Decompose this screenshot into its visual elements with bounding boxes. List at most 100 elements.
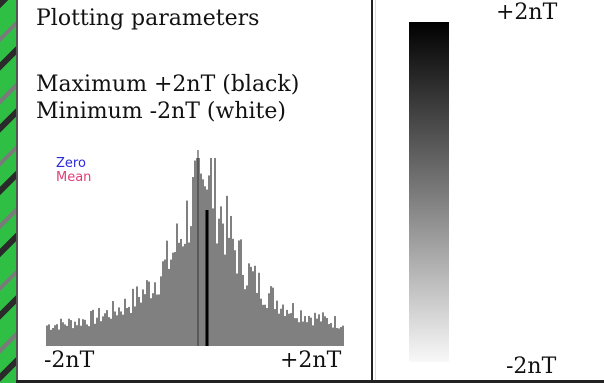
- histogram-bar: [170, 259, 172, 346]
- histogram-bar: [148, 281, 150, 346]
- histogram-bar: [280, 308, 282, 346]
- color-scale-panel: +2nT -2nT: [375, 0, 604, 383]
- histogram-bar: [138, 296, 140, 346]
- histogram-bar: [146, 280, 148, 346]
- histogram-bar: [84, 319, 86, 346]
- histogram-bar: [94, 323, 96, 346]
- histogram-bar: [214, 158, 216, 346]
- histogram-bar: [88, 326, 90, 346]
- histogram-bar: [116, 315, 118, 346]
- histogram-bar: [48, 324, 50, 346]
- histogram-bar: [212, 208, 214, 346]
- histogram-bar: [104, 313, 106, 346]
- histogram-bar: [314, 312, 316, 346]
- histogram-bar: [262, 304, 264, 346]
- histogram: Zero Mean: [46, 150, 344, 348]
- histogram-bar: [276, 300, 278, 346]
- histogram-bar: [130, 312, 132, 346]
- histogram-bar: [164, 259, 166, 346]
- histogram-bar: [266, 308, 268, 346]
- histogram-bar: [126, 307, 128, 346]
- histogram-bar: [270, 286, 272, 346]
- histogram-bar: [110, 318, 112, 346]
- histogram-bar: [198, 158, 200, 346]
- histogram-bar: [202, 179, 204, 346]
- histogram-bar: [236, 273, 238, 346]
- legend-zero: Zero: [56, 156, 86, 171]
- histogram-bar: [240, 239, 242, 346]
- histogram-bar: [106, 310, 108, 346]
- maximum-setting: Maximum +2nT (black): [36, 72, 300, 97]
- histogram-bar: [72, 328, 74, 346]
- histogram-bar: [306, 322, 308, 346]
- histogram-bar: [328, 324, 330, 346]
- histogram-bar: [278, 313, 280, 346]
- histogram-bar: [222, 223, 224, 346]
- histogram-bar: [122, 314, 124, 346]
- histogram-bar: [98, 307, 100, 346]
- histogram-bar: [234, 250, 236, 346]
- histogram-bar: [54, 325, 56, 346]
- histogram-bar: [252, 271, 254, 346]
- histogram-bar: [218, 218, 220, 346]
- histogram-bar: [184, 243, 186, 346]
- histogram-bar: [168, 268, 170, 346]
- histogram-bar: [120, 311, 122, 346]
- histogram-bar: [66, 325, 68, 346]
- histogram-bar: [330, 323, 332, 346]
- histogram-bar: [200, 173, 202, 346]
- histogram-bar: [242, 274, 244, 346]
- histogram-bar: [256, 292, 258, 346]
- minimum-setting: Minimum -2nT (white): [36, 99, 286, 124]
- histogram-bar: [304, 316, 306, 346]
- histogram-bar: [166, 240, 168, 346]
- histogram-bar: [100, 321, 102, 346]
- histogram-bar: [134, 306, 136, 346]
- histogram-plot: [46, 150, 344, 346]
- histogram-bar: [336, 327, 338, 346]
- histogram-bar: [150, 298, 152, 346]
- histogram-bar: [52, 328, 54, 346]
- histogram-bar: [86, 324, 88, 346]
- histogram-bar: [258, 272, 260, 346]
- histogram-bar: [324, 316, 326, 346]
- histogram-bar: [50, 329, 52, 346]
- histogram-bar: [82, 319, 84, 346]
- histogram-bar: [322, 312, 324, 346]
- histogram-bar: [60, 318, 62, 346]
- histogram-bar: [112, 301, 114, 346]
- histogram-bar: [284, 316, 286, 346]
- histogram-bar: [210, 158, 212, 346]
- histogram-bar: [298, 322, 300, 346]
- histogram-bar: [162, 261, 164, 346]
- histogram-bar: [158, 294, 160, 346]
- histogram-legend: Zero Mean: [56, 157, 91, 185]
- histogram-min-label: -2nT: [44, 348, 95, 373]
- histogram-bar: [290, 313, 292, 346]
- histogram-bar: [244, 289, 246, 346]
- histogram-bar: [178, 242, 180, 346]
- histogram-bar: [292, 303, 294, 346]
- histogram-bar: [96, 317, 98, 346]
- histogram-bar: [194, 160, 196, 346]
- histogram-bar: [152, 293, 154, 346]
- histogram-bar: [78, 318, 80, 346]
- histogram-bar: [132, 288, 134, 346]
- histogram-bar: [154, 282, 156, 346]
- histogram-bar: [286, 309, 288, 346]
- histogram-bar: [186, 200, 188, 346]
- histogram-bar: [310, 317, 312, 346]
- histogram-bar: [320, 321, 322, 346]
- legend-mean: Mean: [56, 170, 92, 185]
- histogram-bar: [102, 316, 104, 346]
- histogram-bar: [296, 318, 298, 346]
- histogram-bar: [338, 328, 340, 346]
- histogram-bar: [156, 294, 158, 346]
- histogram-bar: [128, 306, 130, 346]
- histogram-bar: [136, 286, 138, 346]
- histogram-bar: [182, 246, 184, 346]
- histogram-bar: [260, 298, 262, 346]
- histogram-bar: [226, 195, 228, 346]
- histogram-bar: [74, 321, 76, 346]
